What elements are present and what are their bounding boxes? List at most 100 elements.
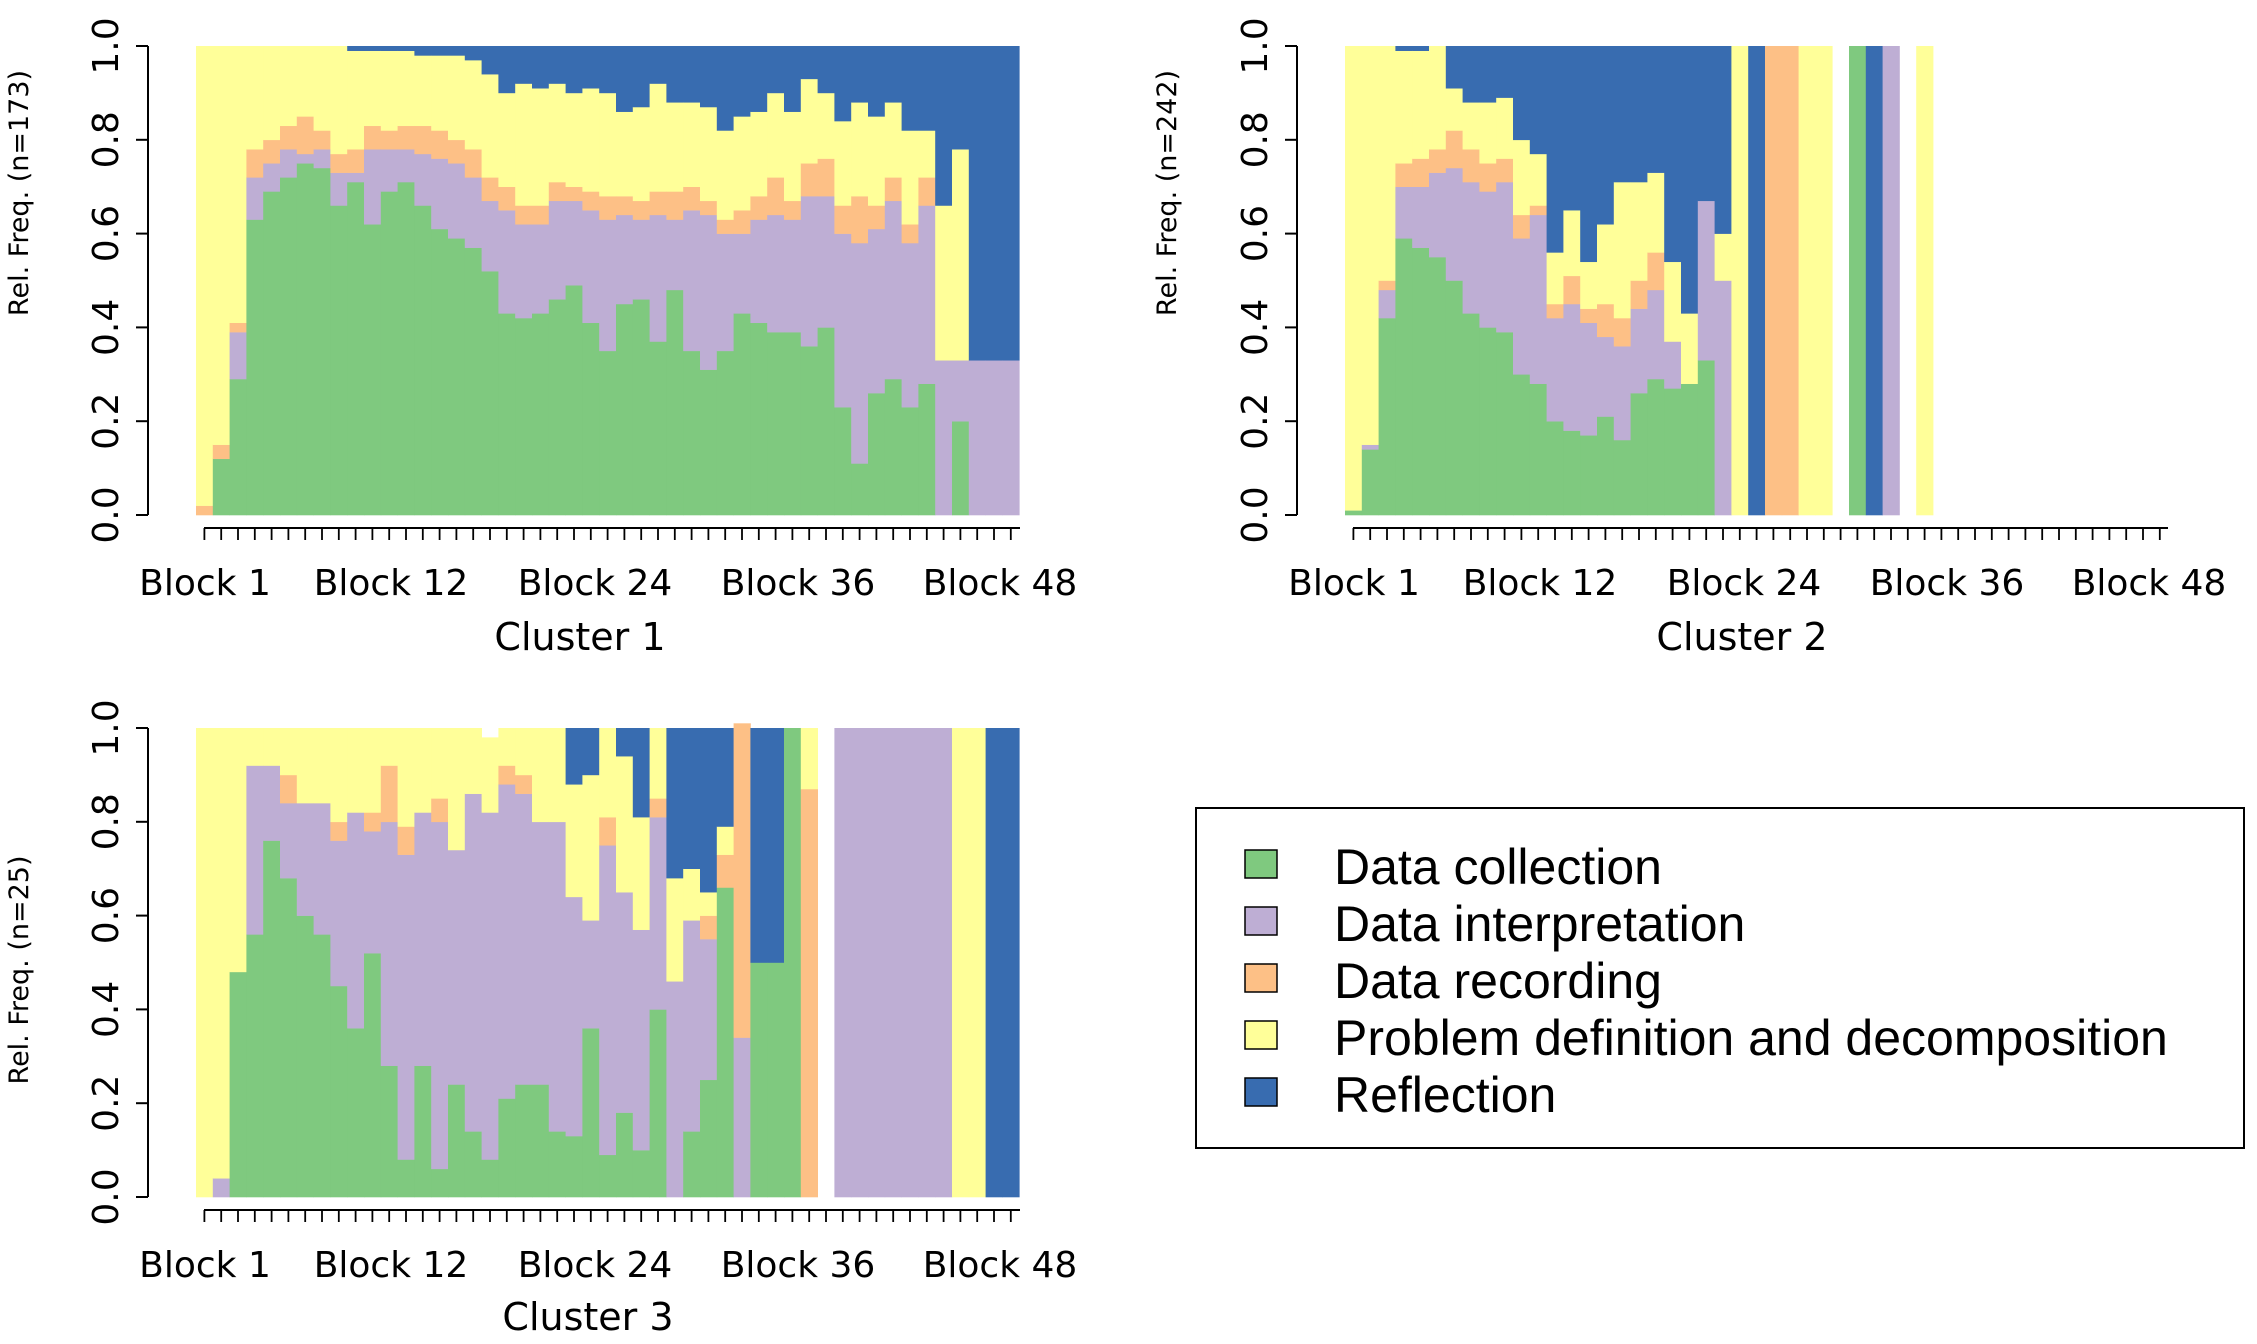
bar-segment	[1462, 102, 1480, 150]
x-tick-label: Block 48	[2072, 563, 2227, 604]
bar-segment	[431, 821, 449, 1170]
bar-segment	[414, 728, 432, 813]
bar-segment	[397, 826, 415, 855]
bar-segment	[918, 130, 936, 178]
bar-segment	[700, 892, 718, 916]
bar-segment	[1361, 46, 1379, 445]
bar-segment	[1462, 182, 1480, 314]
bar-segment	[683, 868, 701, 921]
y-tick-label: 0.8	[1235, 111, 1276, 168]
bar-segment	[532, 88, 550, 206]
bar-segment	[1613, 439, 1631, 516]
bar-segment	[498, 765, 516, 785]
bar-segment	[632, 728, 650, 818]
bar-segment	[414, 153, 432, 206]
bar-segment	[1546, 46, 1564, 253]
bar-segment	[683, 1131, 701, 1198]
bar-segment	[1865, 46, 1883, 516]
bar-segment	[1479, 327, 1497, 516]
bar-segment	[347, 172, 365, 183]
bar-segment	[1529, 214, 1547, 384]
bar-segment	[616, 111, 634, 197]
bar-segment	[431, 158, 449, 230]
bar-segment	[616, 46, 634, 112]
bar-segment	[229, 46, 247, 324]
bar-segment	[229, 378, 247, 516]
bar-segment	[1462, 46, 1480, 103]
bar-segment	[666, 219, 684, 291]
bar-segment	[683, 210, 701, 352]
bar-segment	[1445, 46, 1463, 89]
bar-segment	[918, 177, 936, 206]
legend-item: Reflection	[1244, 1067, 1556, 1123]
bar-segment	[431, 728, 449, 799]
bar-segment	[784, 111, 802, 202]
bar-segment	[330, 728, 348, 823]
y-axis-label: Rel. Freq. (n=25)	[4, 856, 35, 1085]
x-tick-label: Block 36	[1870, 563, 2025, 604]
bar-segment	[935, 360, 953, 516]
bar-segment	[364, 224, 382, 516]
bar-segment	[1546, 318, 1564, 422]
bar-segment	[868, 728, 886, 1198]
bar-segment	[330, 840, 348, 987]
bar-segment	[632, 1150, 650, 1198]
bar-segment	[767, 46, 785, 94]
bar-segment	[1361, 444, 1379, 450]
bar-segment	[313, 149, 331, 169]
bar-segment	[280, 46, 298, 127]
bar-segment	[397, 46, 415, 51]
bar-segment	[649, 1009, 667, 1198]
bar-segment	[263, 765, 281, 841]
bar-segment	[716, 826, 734, 855]
legend-swatch-data-interpretation	[1244, 906, 1278, 936]
bar-segment	[1395, 50, 1413, 164]
bar-segment	[397, 728, 415, 827]
bar-segment	[666, 102, 684, 192]
bar-segment	[700, 728, 718, 893]
bar-segment	[767, 962, 785, 1198]
bar-segment	[1597, 46, 1615, 225]
bar-segment	[683, 728, 701, 869]
bar-segment	[666, 191, 684, 220]
bar-segment	[431, 130, 449, 159]
bar-segment	[515, 728, 533, 776]
bar-segment	[330, 172, 348, 206]
bar-segment	[1378, 280, 1396, 291]
bar-segment	[733, 723, 751, 1038]
bar-segment	[1378, 289, 1396, 319]
bar-segment	[1395, 186, 1413, 239]
bar-segment	[700, 915, 718, 940]
y-tick-label: 1.0	[1235, 17, 1276, 74]
bar-segment	[683, 186, 701, 211]
bar-segment	[901, 130, 919, 225]
bar-segment	[498, 186, 516, 211]
bar-segment	[716, 728, 734, 827]
legend-swatch-problem-definition	[1244, 1020, 1278, 1050]
bar-segment	[464, 60, 482, 150]
bar-segment	[632, 106, 650, 202]
legend-swatch-data-collection	[1244, 849, 1278, 879]
bar-segment	[280, 177, 298, 516]
bar-segment	[229, 971, 247, 1198]
bar-segment	[868, 228, 886, 394]
bar-segment	[1345, 46, 1363, 511]
bar-segment	[330, 821, 348, 841]
bar-segment	[448, 46, 466, 56]
bar-segment	[582, 191, 600, 211]
bar-segment	[565, 186, 583, 202]
bar-segment	[347, 728, 365, 813]
bar-segment	[498, 46, 516, 94]
bar-segment	[851, 463, 869, 516]
x-tick-label: Block 48	[923, 1245, 1078, 1286]
bar-segment	[918, 46, 936, 131]
bar-segment	[582, 322, 600, 516]
bar-segment	[548, 821, 566, 1132]
bar-segment	[1781, 46, 1799, 516]
bar-segment	[935, 205, 953, 361]
y-tick-label: 0.8	[86, 793, 127, 850]
bar-segment	[1798, 46, 1816, 516]
y-axis: 0.0 0.2 0.4 0.6 0.8 1.0	[1235, 17, 1298, 544]
bar-segment	[1748, 46, 1766, 516]
